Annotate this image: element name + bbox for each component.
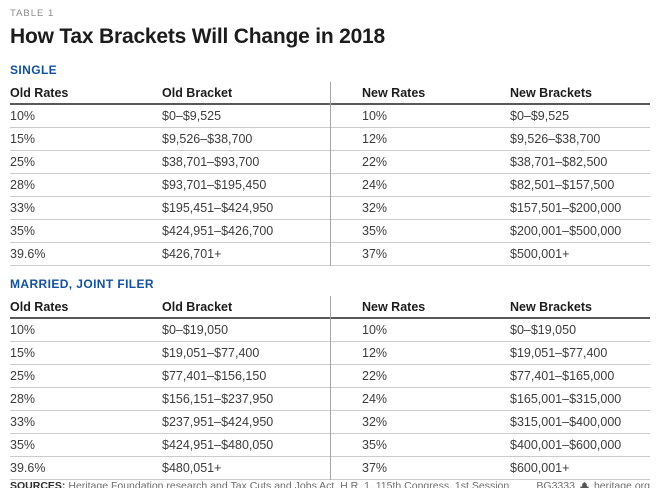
col-header-new-brackets: New Brackets: [510, 85, 592, 100]
table-body-single: 10% $0–$9,525 10% $0–$9,525 15% $9,526–$38,70…: [10, 105, 650, 266]
figure-code: BG3333: [536, 480, 575, 488]
cell-new-rate: 32%: [362, 415, 388, 429]
col-header-old-bracket: Old Bracket: [162, 85, 233, 100]
cell-old-bracket: $19,051–$77,400: [162, 346, 260, 360]
cell-old-rate: 28%: [10, 178, 36, 192]
cell-new-bracket: $19,051–$77,400: [510, 346, 608, 360]
column-divider: [330, 82, 331, 266]
cell-new-bracket: $165,001–$315,000: [510, 392, 622, 406]
cell-new-rate: 24%: [362, 392, 388, 406]
cell-old-rate: 39.6%: [10, 461, 46, 475]
cell-old-rate: 28%: [10, 392, 36, 406]
cell-old-rate: 10%: [10, 109, 36, 123]
section-married: MARRIED, JOINT FILER Old Rates Old Brack…: [10, 277, 650, 480]
section-label-married: MARRIED, JOINT FILER: [10, 277, 155, 291]
section-label-single: SINGLE: [10, 63, 58, 77]
tax-table-married: Old Rates Old Bracket New Rates New Brac…: [10, 296, 650, 480]
cell-new-bracket: $77,401–$165,000: [510, 369, 615, 383]
cell-new-rate: 35%: [362, 438, 388, 452]
cell-new-bracket: $0–$9,525: [510, 109, 570, 123]
cell-old-bracket: $0–$19,050: [162, 323, 229, 337]
cell-new-bracket: $38,701–$82,500: [510, 155, 608, 169]
cell-old-rate: 25%: [10, 369, 36, 383]
cell-old-rate: 35%: [10, 224, 36, 238]
page-title: How Tax Brackets Will Change in 2018: [10, 25, 386, 48]
tax-table-single: Old Rates Old Bracket New Rates New Brac…: [10, 82, 650, 266]
cell-old-bracket: $195,451–$424,950: [162, 201, 274, 215]
column-divider: [330, 296, 331, 480]
cell-new-bracket: $500,001+: [510, 247, 570, 261]
cell-new-rate: 22%: [362, 369, 388, 383]
section-single: SINGLE Old Rates Old Bracket New Rates N…: [10, 63, 650, 266]
cell-new-bracket: $315,001–$400,000: [510, 415, 622, 429]
cell-old-bracket: $237,951–$424,950: [162, 415, 274, 429]
cell-new-rate: 37%: [362, 461, 388, 475]
cell-old-rate: 15%: [10, 346, 36, 360]
cell-new-rate: 10%: [362, 323, 388, 337]
cell-old-rate: 39.6%: [10, 247, 46, 261]
col-header-old-rates: Old Rates: [10, 299, 69, 314]
cell-new-bracket: $9,526–$38,700: [510, 132, 601, 146]
table-label: TABLE 1: [10, 8, 55, 19]
cell-new-rate: 22%: [362, 155, 388, 169]
cell-old-bracket: $0–$9,525: [162, 109, 222, 123]
cell-old-rate: 35%: [10, 438, 36, 452]
cell-new-rate: 32%: [362, 201, 388, 215]
cell-old-bracket: $424,951–$480,050: [162, 438, 274, 452]
cell-new-rate: 12%: [362, 132, 388, 146]
cell-new-rate: 37%: [362, 247, 388, 261]
cell-old-rate: 15%: [10, 132, 36, 146]
cell-new-bracket: $600,001+: [510, 461, 570, 475]
sources-text: Heritage Foundation research and Tax Cut…: [68, 480, 513, 488]
cell-old-bracket: $77,401–$156,150: [162, 369, 267, 383]
cell-new-rate: 35%: [362, 224, 388, 238]
figure-footer: SOURCES: Heritage Foundation research an…: [10, 480, 650, 488]
credit-line: BG3333 heritage.org: [536, 480, 650, 488]
cell-old-bracket: $426,701+: [162, 247, 222, 261]
cell-new-rate: 12%: [362, 346, 388, 360]
cell-new-rate: 24%: [362, 178, 388, 192]
col-header-old-rates: Old Rates: [10, 85, 69, 100]
cell-new-bracket: $400,001–$600,000: [510, 438, 622, 452]
cell-old-bracket: $93,701–$195,450: [162, 178, 267, 192]
cell-new-bracket: $200,001–$500,000: [510, 224, 622, 238]
cell-old-rate: 25%: [10, 155, 36, 169]
sources-label: SOURCES:: [10, 480, 66, 488]
cell-new-rate: 10%: [362, 109, 388, 123]
cell-old-bracket: $424,951–$426,700: [162, 224, 274, 238]
cell-old-bracket: $156,151–$237,950: [162, 392, 274, 406]
cell-old-bracket: $38,701–$93,700: [162, 155, 260, 169]
cell-old-bracket: $480,051+: [162, 461, 222, 475]
cell-new-bracket: $82,501–$157,500: [510, 178, 615, 192]
cell-new-bracket: $157,501–$200,000: [510, 201, 622, 215]
col-header-new-rates: New Rates: [362, 299, 426, 314]
cell-new-bracket: $0–$19,050: [510, 323, 577, 337]
cell-old-rate: 33%: [10, 415, 36, 429]
heritage-tower-icon: [579, 481, 590, 488]
col-header-old-bracket: Old Bracket: [162, 299, 233, 314]
table-row: 33% $195,451–$424,950 32% $157,501–$200,000: [10, 197, 650, 220]
sources-note: SOURCES: Heritage Foundation research an…: [10, 480, 512, 488]
cell-old-rate: 10%: [10, 323, 36, 337]
cell-old-bracket: $9,526–$38,700: [162, 132, 253, 146]
col-header-new-brackets: New Brackets: [510, 299, 592, 314]
col-header-new-rates: New Rates: [362, 85, 426, 100]
cell-old-rate: 33%: [10, 201, 36, 215]
site-text: heritage.org: [593, 480, 650, 488]
